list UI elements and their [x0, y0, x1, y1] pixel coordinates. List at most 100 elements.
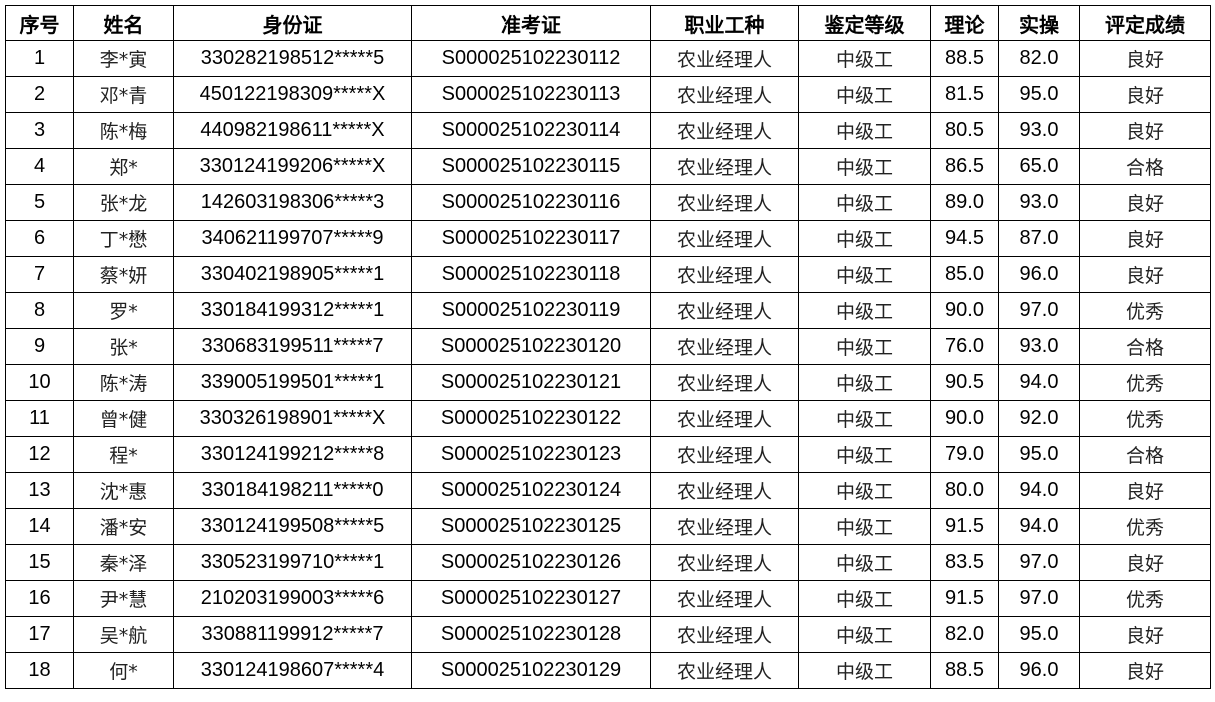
column-header: 准考证 — [411, 5, 651, 41]
table-cell: 良好 — [1079, 472, 1211, 509]
table-cell: 90.0 — [930, 292, 999, 329]
table-cell: 330402198905*****1 — [173, 256, 412, 293]
table-cell: 良好 — [1079, 40, 1211, 77]
column-header: 评定成绩 — [1079, 5, 1211, 41]
table-cell: S000025102230128 — [411, 616, 651, 653]
table-cell: 91.5 — [930, 508, 999, 545]
table-cell: 中级工 — [798, 256, 931, 293]
table-cell: 79.0 — [930, 436, 999, 473]
table-cell: S000025102230125 — [411, 508, 651, 545]
table-cell: 440982198611*****X — [173, 112, 412, 149]
column-header: 鉴定等级 — [798, 5, 931, 41]
table-cell: 340621199707*****9 — [173, 220, 412, 257]
table-cell: 330881199912*****7 — [173, 616, 412, 653]
table-cell: 330124199508*****5 — [173, 508, 412, 545]
table-cell: 优秀 — [1079, 400, 1211, 437]
table-cell: 92.0 — [998, 400, 1080, 437]
table-cell: 95.0 — [998, 436, 1080, 473]
column-header: 理论 — [930, 5, 999, 41]
table-cell: 农业经理人 — [650, 220, 799, 257]
table-cell: 330184198211*****0 — [173, 472, 412, 509]
table-cell: 2 — [5, 76, 74, 113]
table-cell: 良好 — [1079, 652, 1211, 689]
table-cell: 93.0 — [998, 328, 1080, 365]
table-cell: 93.0 — [998, 112, 1080, 149]
table-cell: 邓*青 — [73, 76, 174, 113]
table-cell: 97.0 — [998, 544, 1080, 581]
table-cell: 330326198901*****X — [173, 400, 412, 437]
table-cell: 80.0 — [930, 472, 999, 509]
table-cell: 85.0 — [930, 256, 999, 293]
table-cell: 中级工 — [798, 652, 931, 689]
table-row: 6 丁*懋 340621199707*****9 S000025102230117 农业… — [5, 220, 1211, 257]
table-cell: S000025102230112 — [411, 40, 651, 77]
table-cell: 86.5 — [930, 148, 999, 185]
table-cell: 农业经理人 — [650, 76, 799, 113]
header-row: 序号 姓名 身份证 准考证 职业工种 鉴定等级 理论 实操 评定成绩 — [5, 5, 1211, 41]
table-cell: 330282198512*****5 — [173, 40, 412, 77]
table-cell: 优秀 — [1079, 364, 1211, 401]
table-row: 3 陈*梅 440982198611*****X S000025102230114 农业… — [5, 112, 1211, 149]
table-cell: 中级工 — [798, 220, 931, 257]
table-cell: 中级工 — [798, 292, 931, 329]
table-row: 7 蔡*妍 330402198905*****1 S000025102230118 农业… — [5, 256, 1211, 293]
table-cell: 合格 — [1079, 328, 1211, 365]
table-cell: 蔡*妍 — [73, 256, 174, 293]
table-cell: 91.5 — [930, 580, 999, 617]
table-cell: 81.5 — [930, 76, 999, 113]
table-cell: S000025102230115 — [411, 148, 651, 185]
table-cell: 农业经理人 — [650, 148, 799, 185]
table-row: 14 潘*安 330124199508*****5 S000025102230125 农… — [5, 508, 1211, 545]
table-cell: S000025102230127 — [411, 580, 651, 617]
table-cell: 农业经理人 — [650, 184, 799, 221]
table-cell: 330124199206*****X — [173, 148, 412, 185]
table-cell: 优秀 — [1079, 580, 1211, 617]
table-cell: 农业经理人 — [650, 616, 799, 653]
table-cell: 农业经理人 — [650, 256, 799, 293]
table-row: 17 吴*航 330881199912*****7 S000025102230128 农… — [5, 616, 1211, 653]
table-cell: 良好 — [1079, 616, 1211, 653]
table-cell: S000025102230114 — [411, 112, 651, 149]
table-cell: 中级工 — [798, 544, 931, 581]
table-cell: S000025102230119 — [411, 292, 651, 329]
table-cell: 秦*泽 — [73, 544, 174, 581]
table-row: 12 程* 330124199212*****8 S000025102230123 农业… — [5, 436, 1211, 473]
table-cell: 8 — [5, 292, 74, 329]
table-cell: 农业经理人 — [650, 544, 799, 581]
table-cell: 1 — [5, 40, 74, 77]
table-cell: 83.5 — [930, 544, 999, 581]
table-cell: 中级工 — [798, 400, 931, 437]
table-cell: 87.0 — [998, 220, 1080, 257]
table-cell: S000025102230122 — [411, 400, 651, 437]
table-cell: 农业经理人 — [650, 580, 799, 617]
table-cell: S000025102230120 — [411, 328, 651, 365]
table-cell: 16 — [5, 580, 74, 617]
table-cell: 农业经理人 — [650, 436, 799, 473]
table-cell: 中级工 — [798, 616, 931, 653]
table-cell: 优秀 — [1079, 508, 1211, 545]
table-cell: 9 — [5, 328, 74, 365]
table-cell: 农业经理人 — [650, 292, 799, 329]
table-cell: 94.5 — [930, 220, 999, 257]
table-cell: 330124199212*****8 — [173, 436, 412, 473]
table-cell: S000025102230129 — [411, 652, 651, 689]
column-header: 姓名 — [73, 5, 174, 41]
table-row: 9 张* 330683199511*****7 S000025102230120 农业经… — [5, 328, 1211, 365]
table-cell: 89.0 — [930, 184, 999, 221]
table-cell: S000025102230123 — [411, 436, 651, 473]
table-cell: 中级工 — [798, 436, 931, 473]
table-cell: 3 — [5, 112, 74, 149]
table-cell: 95.0 — [998, 616, 1080, 653]
table-cell: 合格 — [1079, 436, 1211, 473]
table-cell: 4 — [5, 148, 74, 185]
table-cell: 良好 — [1079, 544, 1211, 581]
table-cell: 陈*梅 — [73, 112, 174, 149]
column-header: 身份证 — [173, 5, 412, 41]
table-cell: 农业经理人 — [650, 472, 799, 509]
table-cell: 罗* — [73, 292, 174, 329]
table-cell: 15 — [5, 544, 74, 581]
table-cell: 330523199710*****1 — [173, 544, 412, 581]
table-cell: 良好 — [1079, 256, 1211, 293]
table-cell: 94.0 — [998, 472, 1080, 509]
table-cell: 中级工 — [798, 112, 931, 149]
